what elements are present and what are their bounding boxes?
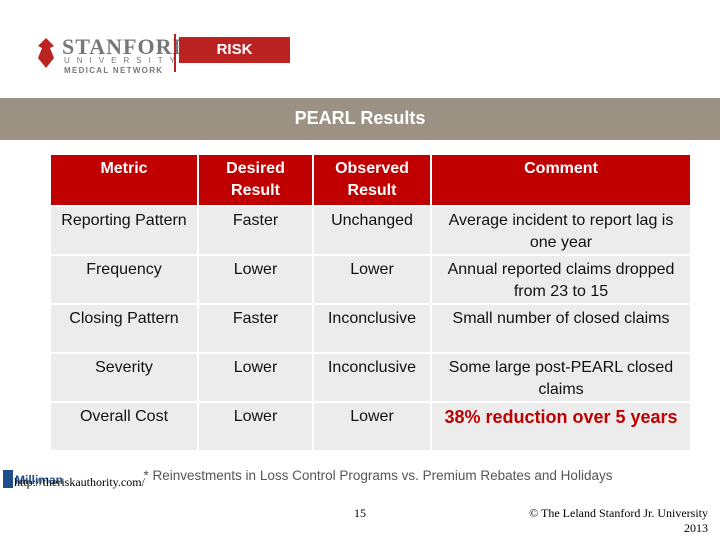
table-cell: Reporting Pattern bbox=[49, 205, 199, 256]
header-cell: Observed Result bbox=[312, 153, 432, 207]
table-cell: Faster bbox=[197, 205, 314, 256]
divider bbox=[174, 34, 176, 72]
table-cell: Frequency bbox=[49, 254, 199, 305]
table-cell: Severity bbox=[49, 352, 199, 403]
table-row: Reporting Pattern Faster Unchanged Average … bbox=[49, 205, 692, 256]
milliman-icon bbox=[3, 470, 13, 488]
table-cell: Closing Pattern bbox=[49, 303, 199, 354]
logo-sub: MEDICAL NETWORK bbox=[64, 66, 164, 75]
table-row: Frequency Lower Lower Annual reported claim… bbox=[49, 254, 692, 305]
milliman-logo: Milliman bbox=[15, 473, 64, 487]
title-banner bbox=[0, 98, 720, 140]
table-cell: Average incident to report lag is one ye… bbox=[430, 205, 692, 256]
logo-brand: RISK AUTHORITY bbox=[179, 37, 290, 84]
seal bbox=[36, 36, 56, 70]
footnote: * Reinvestments in Loss Control Programs… bbox=[143, 468, 613, 483]
header-cell: Desired Result bbox=[197, 153, 314, 207]
table-body: Reporting Pattern Faster Unchanged Average … bbox=[49, 205, 692, 452]
logo-name: STANFORD bbox=[62, 34, 190, 59]
table-cell: Overall Cost bbox=[49, 401, 199, 452]
table-cell: Lower bbox=[197, 401, 314, 452]
table-row: Closing Pattern Faster Inconclusive Small n… bbox=[49, 303, 692, 354]
table-cell: Some large post-PEARL closed claims bbox=[430, 352, 692, 403]
table-cell: 38% reduction over 5 years bbox=[430, 401, 692, 452]
seal-icon bbox=[38, 38, 54, 68]
table-cell: Lower bbox=[312, 254, 432, 305]
copyright-line: 2013 bbox=[684, 521, 708, 535]
table-cell: Inconclusive bbox=[312, 303, 432, 354]
table-cell: Lower bbox=[312, 401, 432, 452]
copyright: © The Leland Stanford Jr. University 201… bbox=[529, 506, 708, 536]
logo-sub: UNIVERSITY bbox=[64, 56, 183, 65]
url: http://theriskauthority.com/ bbox=[14, 475, 145, 489]
header-cell: Comment bbox=[430, 153, 692, 207]
results-table: Metric Desired Result Observed Result Comme… bbox=[49, 153, 692, 452]
slide-title: PEARL Results bbox=[294, 108, 426, 128]
header-cell: Metric bbox=[49, 153, 199, 207]
table-cell: Lower bbox=[197, 352, 314, 403]
table-cell: Faster bbox=[197, 303, 314, 354]
header-row: Metric Desired Result Observed Result Comme… bbox=[49, 153, 692, 207]
copyright-line: © The Leland Stanford Jr. University bbox=[529, 506, 708, 520]
table-row: Overall Cost Lower Lower 38% reduction over… bbox=[49, 401, 692, 452]
table-row: Severity Lower Inconclusive Some large post… bbox=[49, 352, 692, 403]
table-cell: Lower bbox=[197, 254, 314, 305]
table-cell: Annual reported claims dropped from 23 t… bbox=[430, 254, 692, 305]
table-cell: Small number of closed claims bbox=[430, 303, 692, 354]
table-cell: Unchanged bbox=[312, 205, 432, 256]
table-cell: Inconclusive bbox=[312, 352, 432, 403]
page-number: 15 bbox=[354, 506, 366, 520]
